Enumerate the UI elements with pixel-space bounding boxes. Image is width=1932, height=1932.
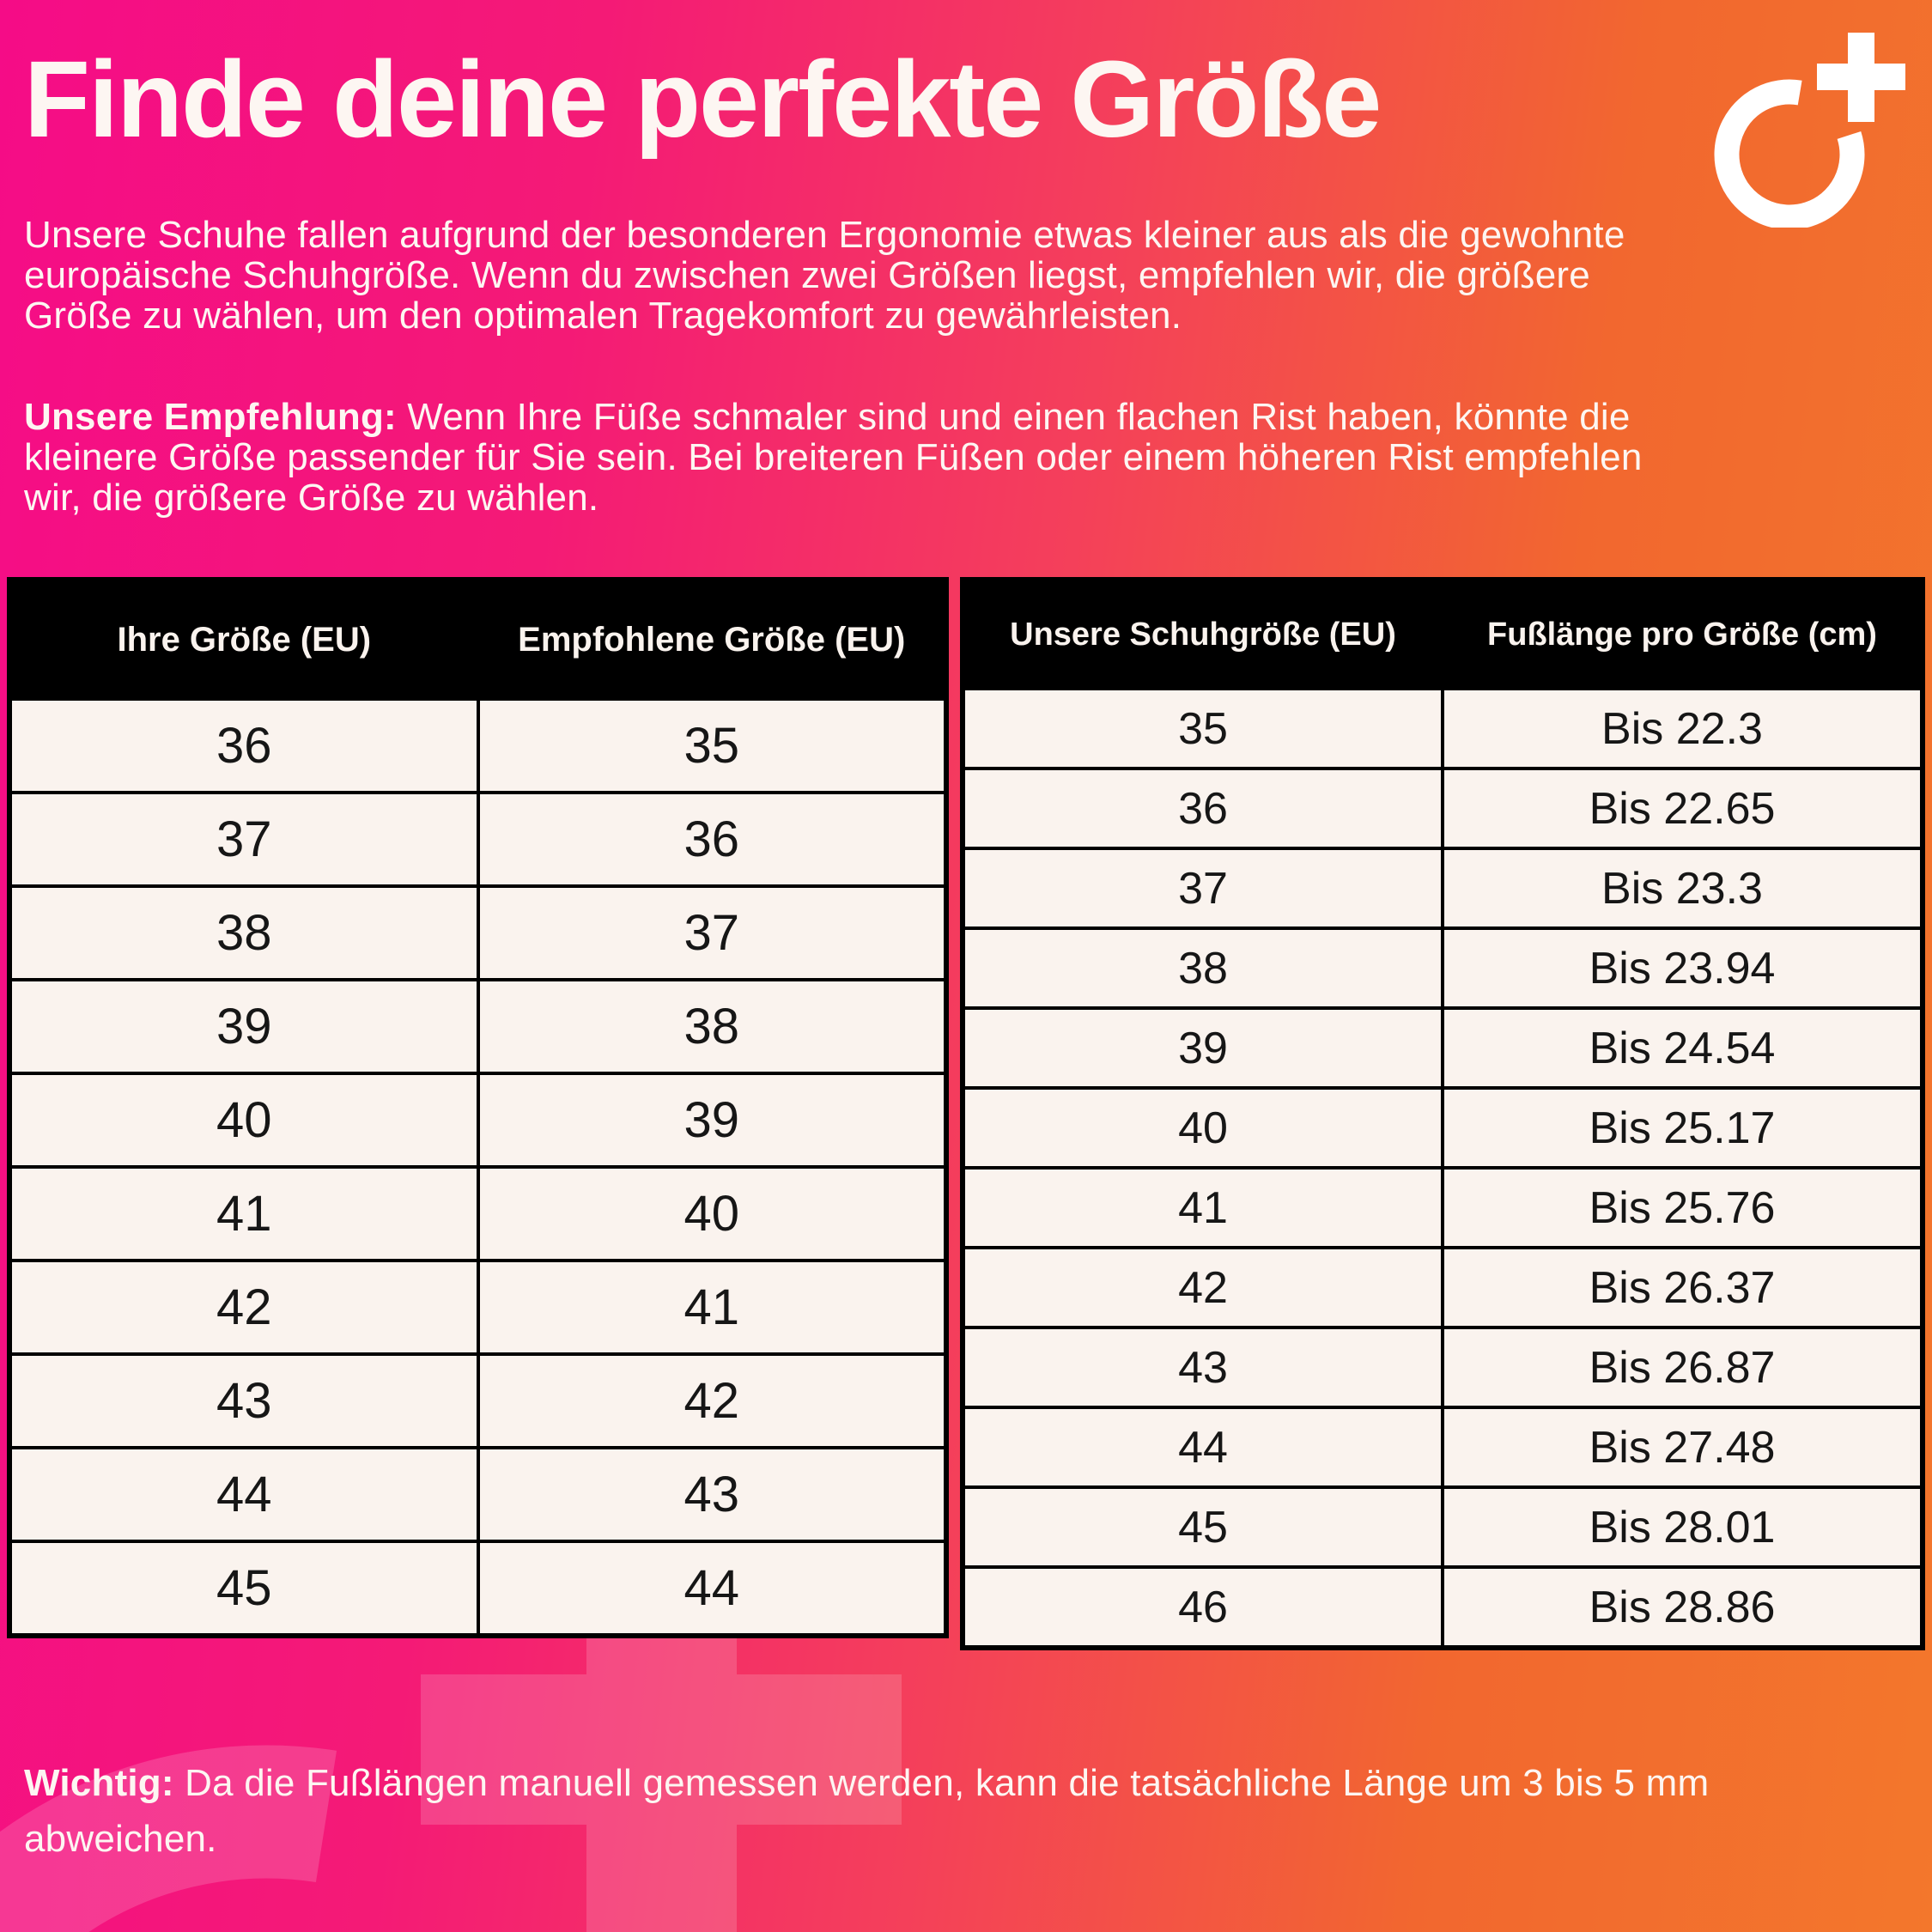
- column-header-your-size: Ihre Größe (EU): [8, 578, 480, 701]
- table-cell: Bis 24.54: [1441, 1006, 1924, 1090]
- table-cell: Bis 26.87: [1441, 1326, 1924, 1409]
- foot-length-table-header: Unsere Schuhgröße (EU) Fußlänge pro Größ…: [961, 578, 1924, 690]
- table-cell: 37: [8, 791, 480, 888]
- table-cell: 42: [961, 1246, 1444, 1329]
- intro-line: Größe zu wählen, um den optimalen Tragek…: [24, 295, 1182, 337]
- recommendation-text: Wenn Ihre Füße schmaler sind und einen f…: [396, 396, 1631, 438]
- intro-line: Unsere Schuhe fallen aufgrund der besond…: [24, 214, 1625, 256]
- footer-note-line: Wichtig: Da die Fußlängen manuell gemess…: [24, 1755, 1709, 1811]
- recommendation-line: wir, die größere Größe zu wählen.: [24, 477, 599, 519]
- table-cell: 45: [961, 1485, 1444, 1569]
- table-cell: 44: [476, 1540, 948, 1637]
- table-row: 41 40: [8, 1165, 948, 1262]
- table-row: 45 Bis 28.01: [961, 1485, 1924, 1569]
- table-row: 36 35: [8, 697, 948, 794]
- table-cell: 38: [8, 884, 480, 981]
- table-cell: Bis 26.37: [1441, 1246, 1924, 1329]
- table-cell: 41: [8, 1165, 480, 1262]
- table-row: 45 44: [8, 1540, 948, 1637]
- table-row: 40 Bis 25.17: [961, 1086, 1924, 1170]
- table-row: 40 39: [8, 1072, 948, 1169]
- recommendation-label: Unsere Empfehlung:: [24, 396, 397, 438]
- table-cell: 37: [961, 847, 1444, 930]
- table-row: 46 Bis 28.86: [961, 1565, 1924, 1649]
- table-cell: 43: [8, 1352, 480, 1449]
- table-cell: 35: [476, 697, 948, 794]
- foot-length-table: Unsere Schuhgröße (EU) Fußlänge pro Größ…: [960, 577, 1925, 1650]
- column-header-our-shoe-size: Unsere Schuhgröße (EU): [961, 578, 1444, 690]
- column-header-foot-length: Fußlänge pro Größe (cm): [1441, 578, 1924, 690]
- table-row: 44 43: [8, 1446, 948, 1543]
- size-conversion-table: Ihre Größe (EU) Empfohlene Größe (EU) 36…: [7, 577, 949, 1638]
- footer-note-line: abweichen.: [24, 1818, 217, 1860]
- table-cell: 42: [476, 1352, 948, 1449]
- table-cell: 41: [476, 1259, 948, 1356]
- table-row: 43 42: [8, 1352, 948, 1449]
- intro-paragraph: Unsere Schuhe fallen aufgrund der besond…: [24, 215, 1625, 336]
- table-row: 43 Bis 26.87: [961, 1326, 1924, 1409]
- table-cell: Bis 22.3: [1441, 687, 1924, 770]
- table-cell: 45: [8, 1540, 480, 1637]
- table-cell: 43: [961, 1326, 1444, 1409]
- table-cell: 36: [961, 767, 1444, 850]
- table-cell: 39: [961, 1006, 1444, 1090]
- table-cell: Bis 23.3: [1441, 847, 1924, 930]
- table-row: 38 Bis 23.94: [961, 927, 1924, 1010]
- table-cell: 42: [8, 1259, 480, 1356]
- size-conversion-table-header: Ihre Größe (EU) Empfohlene Größe (EU): [8, 578, 948, 701]
- table-cell: 40: [8, 1072, 480, 1169]
- table-cell: Bis 25.17: [1441, 1086, 1924, 1170]
- table-row: 41 Bis 25.76: [961, 1166, 1924, 1249]
- table-row: 42 41: [8, 1259, 948, 1356]
- table-row: 38 37: [8, 884, 948, 981]
- table-cell: 36: [8, 697, 480, 794]
- table-row: 36 Bis 22.65: [961, 767, 1924, 850]
- table-cell: 44: [8, 1446, 480, 1543]
- recommendation-paragraph: Unsere Empfehlung: Wenn Ihre Füße schmal…: [24, 397, 1643, 518]
- table-cell: 46: [961, 1565, 1444, 1649]
- table-row: 44 Bis 27.48: [961, 1406, 1924, 1489]
- table-row: 39 38: [8, 978, 948, 1075]
- table-cell: 36: [476, 791, 948, 888]
- circle-plus-logo-icon: [1714, 33, 1905, 228]
- table-cell: Bis 22.65: [1441, 767, 1924, 850]
- table-cell: Bis 25.76: [1441, 1166, 1924, 1249]
- table-cell: Bis 28.01: [1441, 1485, 1924, 1569]
- table-row: 37 Bis 23.3: [961, 847, 1924, 930]
- footer-note-text: Da die Fußlängen manuell gemessen werden…: [173, 1762, 1710, 1804]
- table-row: 42 Bis 26.37: [961, 1246, 1924, 1329]
- table-cell: 39: [8, 978, 480, 1075]
- table-cell: 43: [476, 1446, 948, 1543]
- table-cell: Bis 28.86: [1441, 1565, 1924, 1649]
- header-row: Unsere Schuhgröße (EU) Fußlänge pro Größ…: [961, 578, 1924, 690]
- table-cell: 35: [961, 687, 1444, 770]
- table-row: 35 Bis 22.3: [961, 687, 1924, 770]
- table-cell: 40: [476, 1165, 948, 1262]
- table-cell: 44: [961, 1406, 1444, 1489]
- table-cell: Bis 23.94: [1441, 927, 1924, 1010]
- table-cell: 38: [476, 978, 948, 1075]
- table-cell: 39: [476, 1072, 948, 1169]
- header-row: Ihre Größe (EU) Empfohlene Größe (EU): [8, 578, 948, 701]
- recommendation-line: Unsere Empfehlung: Wenn Ihre Füße schmal…: [24, 397, 1643, 437]
- table-cell: 38: [961, 927, 1444, 1010]
- footer-note-label: Wichtig:: [24, 1762, 174, 1804]
- recommendation-line: kleinere Größe passender für Sie sein. B…: [24, 436, 1643, 478]
- table-cell: 41: [961, 1166, 1444, 1249]
- intro-line: europäische Schuhgröße. Wenn du zwischen…: [24, 254, 1590, 296]
- column-header-recommended-size: Empfohlene Größe (EU): [476, 578, 948, 701]
- table-cell: Bis 27.48: [1441, 1406, 1924, 1489]
- table-row: 39 Bis 24.54: [961, 1006, 1924, 1090]
- page-title: Finde deine perfekte Größe: [24, 39, 1382, 160]
- footer-note: Wichtig: Da die Fußlängen manuell gemess…: [24, 1755, 1709, 1867]
- table-cell: 40: [961, 1086, 1444, 1170]
- table-row: 37 36: [8, 791, 948, 888]
- table-cell: 37: [476, 884, 948, 981]
